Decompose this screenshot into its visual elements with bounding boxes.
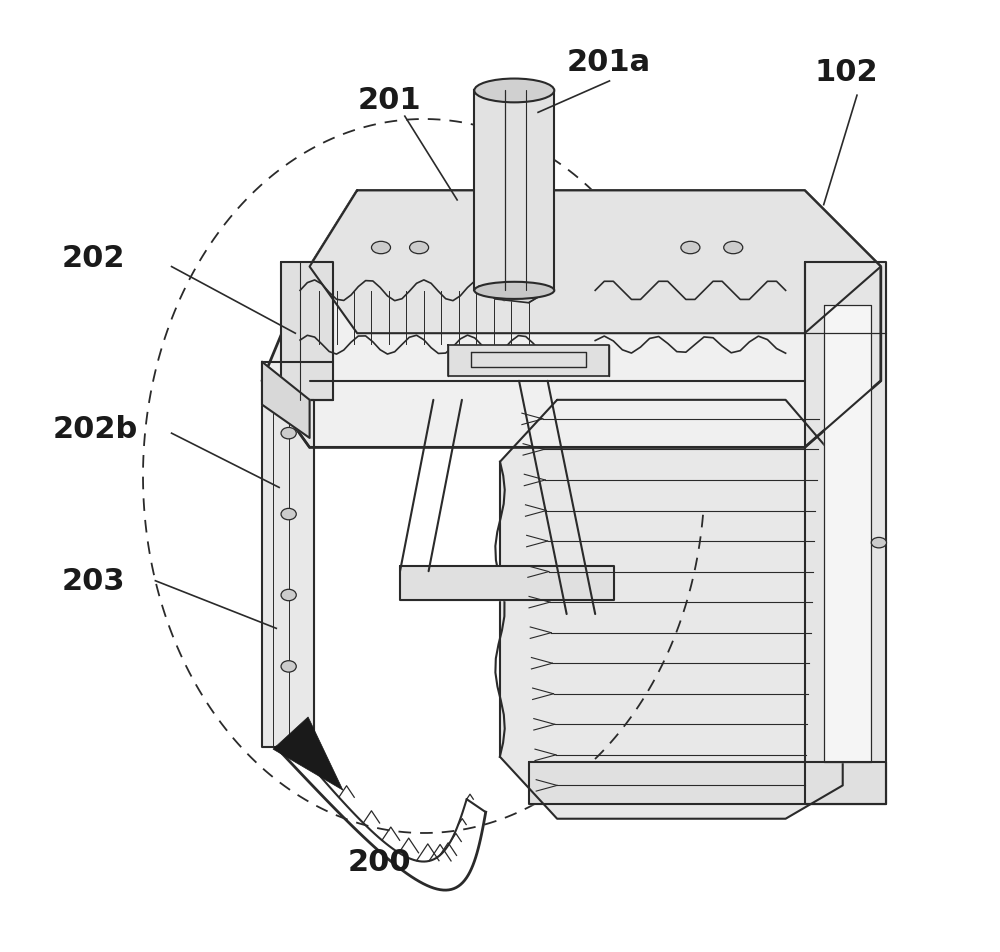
Text: 201a: 201a (567, 49, 651, 77)
Text: 202: 202 (62, 244, 126, 272)
Ellipse shape (371, 242, 391, 254)
Text: 200: 200 (348, 848, 411, 877)
Polygon shape (273, 717, 343, 790)
Ellipse shape (281, 661, 296, 672)
Polygon shape (262, 190, 881, 447)
Ellipse shape (474, 79, 554, 102)
Polygon shape (479, 257, 550, 303)
Text: 201: 201 (357, 87, 421, 115)
Text: 202b: 202b (53, 415, 138, 444)
Ellipse shape (281, 508, 296, 520)
Polygon shape (448, 345, 609, 376)
Polygon shape (500, 400, 843, 819)
Ellipse shape (871, 537, 887, 548)
Polygon shape (262, 400, 314, 747)
Ellipse shape (681, 242, 700, 254)
Polygon shape (529, 762, 886, 804)
Polygon shape (805, 262, 886, 804)
Ellipse shape (281, 427, 296, 439)
Polygon shape (474, 90, 554, 290)
Ellipse shape (474, 282, 554, 299)
Ellipse shape (281, 589, 296, 601)
Text: 102: 102 (814, 58, 878, 87)
Polygon shape (400, 566, 614, 600)
Polygon shape (262, 362, 310, 438)
Ellipse shape (410, 242, 429, 254)
Polygon shape (281, 262, 333, 400)
Text: 203: 203 (62, 567, 126, 596)
Polygon shape (824, 305, 871, 762)
Ellipse shape (724, 242, 743, 254)
Polygon shape (310, 190, 881, 333)
